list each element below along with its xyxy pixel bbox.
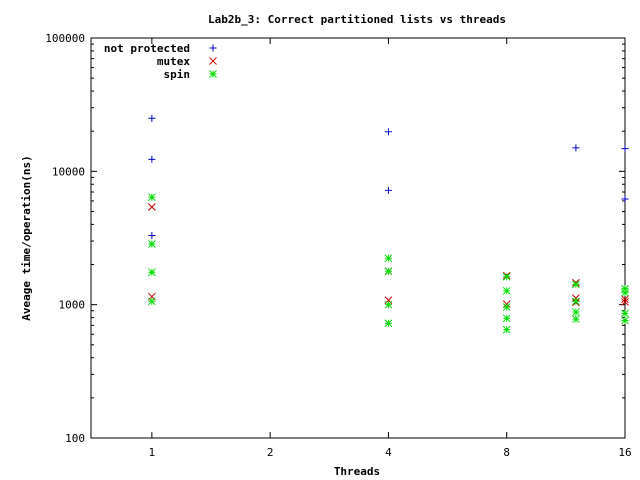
legend-label: not protected xyxy=(104,42,190,55)
data-point-spin xyxy=(148,193,156,202)
legend-marker-spin xyxy=(209,70,217,78)
data-point-not-protected xyxy=(384,128,392,136)
data-point-not-protected xyxy=(148,155,156,163)
data-point-spin xyxy=(572,280,580,289)
y-axis-ticks: 100 1000 10000 100000 xyxy=(45,32,625,445)
data-point-spin xyxy=(572,308,580,316)
plot-frame xyxy=(90,37,626,439)
legend-marker-not-protected xyxy=(209,44,217,52)
x-tick-label: 16 xyxy=(618,446,631,459)
data-point-spin xyxy=(502,314,511,323)
data-point-spin xyxy=(502,325,511,334)
data-point-spin xyxy=(502,303,511,311)
data-point-spin xyxy=(148,268,156,277)
chart-title: Lab2b_3: Correct partitioned lists vs th… xyxy=(208,13,506,26)
legend-label: mutex xyxy=(157,55,190,68)
y-tick-label: 10000 xyxy=(52,165,85,178)
data-point-spin xyxy=(572,315,580,323)
x-tick-label: 2 xyxy=(267,446,274,459)
legend-label: spin xyxy=(164,68,191,81)
data-point-not-protected xyxy=(148,114,156,122)
data-point-not-protected xyxy=(572,144,580,152)
data-point-spin xyxy=(621,316,629,325)
data-points xyxy=(148,114,629,334)
x-tick-label: 8 xyxy=(503,446,510,459)
data-point-mutex xyxy=(621,297,629,306)
y-tick-label: 1000 xyxy=(59,299,86,312)
data-point-spin xyxy=(384,319,393,328)
x-tick-label: 4 xyxy=(385,446,392,459)
data-point-spin xyxy=(148,240,156,248)
data-point-mutex xyxy=(148,203,156,211)
data-point-not-protected xyxy=(148,232,156,240)
data-point-spin xyxy=(148,297,156,306)
data-point-not-protected xyxy=(384,186,392,194)
y-tick-label: 100 xyxy=(65,432,85,445)
data-point-not-protected xyxy=(621,195,629,203)
x-axis-ticks: 1 2 4 8 16 xyxy=(149,38,632,459)
data-point-spin xyxy=(384,300,393,309)
data-point-spin xyxy=(572,297,580,306)
data-point-spin xyxy=(384,254,393,263)
legend-marker-mutex xyxy=(209,57,217,65)
y-axis-label: Aveage time/operation(ns) xyxy=(20,155,33,321)
x-tick-label: 1 xyxy=(149,446,156,459)
data-point-spin xyxy=(621,309,629,318)
data-point-not-protected xyxy=(621,145,629,153)
data-point-spin xyxy=(502,272,511,281)
y-tick-label: 100000 xyxy=(45,32,85,45)
data-point-spin xyxy=(621,288,629,297)
data-point-mutex xyxy=(621,295,629,304)
data-point-spin xyxy=(384,267,393,276)
x-axis-label: Threads xyxy=(334,465,380,478)
data-point-spin xyxy=(502,286,511,295)
